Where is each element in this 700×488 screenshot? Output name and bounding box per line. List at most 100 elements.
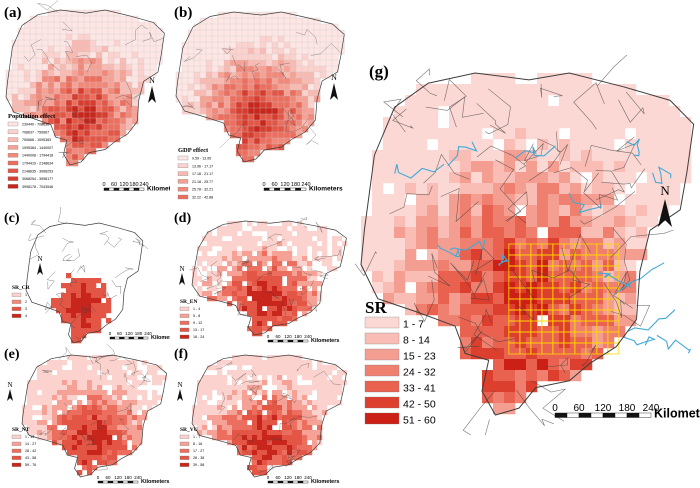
map-cell: [460, 337, 472, 349]
map-cell: [87, 395, 93, 401]
map-cell: [47, 99, 55, 107]
map-cell: [493, 249, 505, 261]
map-cell: [61, 318, 67, 324]
map-cell: [297, 241, 303, 247]
map-cell: [89, 75, 97, 83]
map-cell: [332, 400, 338, 406]
map-cell: [187, 59, 195, 67]
map-cell: [262, 301, 268, 307]
map-cell: [181, 65, 189, 73]
map-cell: [302, 311, 308, 317]
map-cell: [27, 430, 33, 436]
county-border: [383, 98, 406, 133]
map-cell: [202, 266, 208, 272]
map-cell: [548, 84, 560, 96]
map-cell: [277, 430, 283, 436]
map-cell: [265, 95, 273, 103]
map-cell: [471, 150, 483, 162]
map-cell: [277, 266, 283, 272]
map-cell: [277, 390, 283, 396]
map-cell: [95, 21, 103, 29]
map-cell: [282, 385, 288, 391]
scale-tick-label: 180: [294, 334, 302, 339]
map-cell: [27, 405, 33, 411]
map-cell: [95, 87, 103, 95]
map-cell: [292, 440, 298, 446]
map-cell: [107, 93, 115, 101]
map-cell: [289, 89, 297, 97]
map-cell: [102, 450, 108, 456]
legend-label: 3: [25, 307, 27, 311]
map-cell: [71, 15, 79, 23]
map-cell: [317, 360, 323, 366]
map-cell: [17, 105, 25, 113]
map-cell: [131, 63, 139, 71]
map-cell: [211, 65, 219, 73]
map-cell: [277, 89, 285, 97]
map-cell: [232, 420, 238, 426]
map-cell: [493, 150, 505, 162]
map-cell: [119, 75, 127, 83]
map-cell: [307, 400, 313, 406]
map-cell: [427, 293, 439, 305]
scale-tick-label: 120: [119, 182, 128, 188]
map-cell: [493, 73, 505, 85]
map-cell: [247, 113, 255, 121]
map-cell: [277, 281, 283, 287]
legend-label: 51 - 60: [403, 415, 436, 427]
scale-segment: [263, 187, 270, 191]
county-border: [137, 375, 147, 388]
map-cell: [71, 39, 79, 47]
map-cell: [107, 355, 113, 361]
map-cell: [76, 318, 82, 324]
map-cell: [295, 23, 303, 31]
map-cell: [83, 123, 91, 131]
map-cell: [42, 420, 48, 426]
county-border: [613, 272, 635, 309]
map-cell: [37, 435, 43, 441]
map-cell: [526, 227, 538, 239]
map-cell: [86, 293, 92, 299]
county-border: [92, 460, 111, 471]
river: [656, 334, 692, 354]
map-cell: [52, 385, 58, 391]
panel-g-label: (g): [369, 62, 389, 81]
map-cell: [252, 455, 258, 461]
map-cell: [96, 313, 102, 319]
county-border: [423, 153, 470, 184]
map-cell: [207, 375, 213, 381]
map-cell: [247, 17, 255, 25]
map-cell: [283, 65, 291, 73]
map-cell: [272, 460, 278, 466]
map-cell: [187, 41, 195, 49]
map-cell: [307, 47, 315, 55]
map-cell: [449, 172, 461, 184]
map-cell: [102, 460, 108, 466]
county-border: [99, 230, 110, 246]
map-cell: [302, 236, 308, 242]
map-cell: [327, 266, 333, 272]
map-cell: [292, 360, 298, 366]
map-cell: [322, 261, 328, 267]
map-cell: [57, 430, 63, 436]
map-cell: [235, 23, 243, 31]
map-cell: [67, 415, 73, 421]
map-cell: [297, 301, 303, 307]
map-cell: [102, 360, 108, 366]
map-cell: [107, 111, 115, 119]
map-cell: [504, 370, 516, 382]
map-cell: [227, 430, 233, 436]
map-cell: [287, 380, 293, 386]
map-cell: [301, 17, 309, 25]
map-cell: [47, 425, 53, 431]
map-cell: [267, 430, 273, 436]
map-cell: [307, 390, 313, 396]
map-cell: [41, 27, 49, 35]
map-cell: [17, 81, 25, 89]
map-cell: [101, 293, 107, 299]
scale-tick-label: 60: [275, 334, 281, 339]
map-cell: [271, 77, 279, 85]
map-cell: [227, 410, 233, 416]
map-cell: [72, 375, 78, 381]
map-cell: [83, 75, 91, 83]
